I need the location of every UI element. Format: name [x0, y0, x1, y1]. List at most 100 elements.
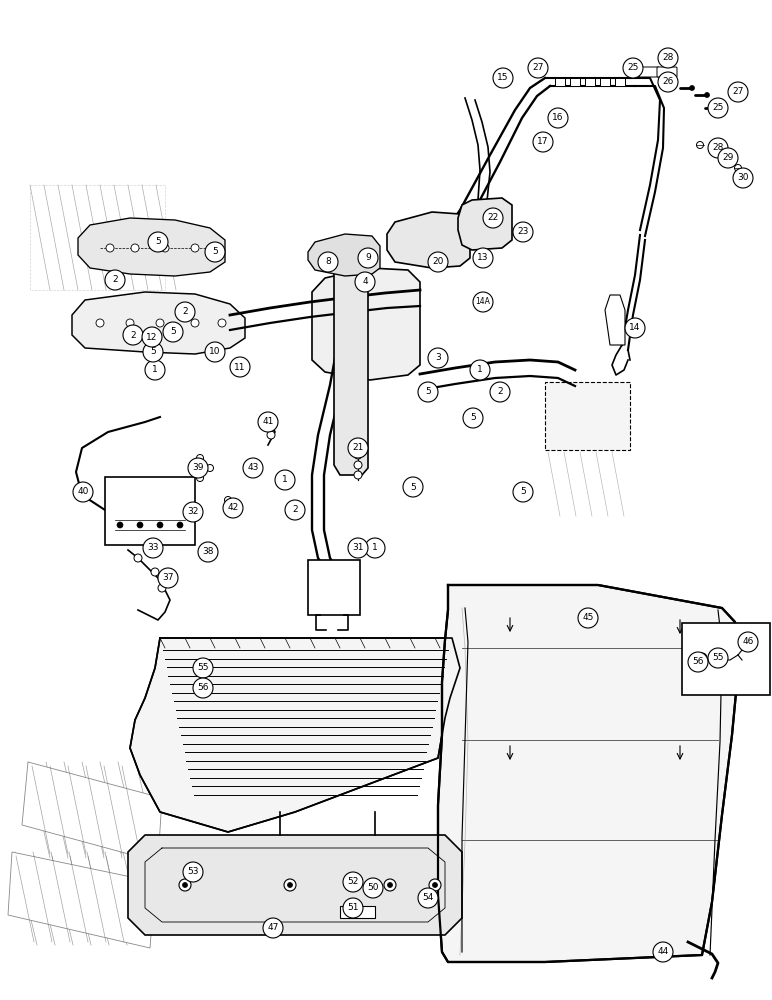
Circle shape	[428, 252, 448, 272]
Circle shape	[287, 882, 293, 888]
Text: 44: 44	[658, 948, 669, 956]
Text: 5: 5	[212, 247, 218, 256]
Circle shape	[198, 542, 218, 562]
FancyBboxPatch shape	[615, 78, 625, 86]
Text: 5: 5	[470, 414, 476, 422]
Text: 2: 2	[182, 308, 188, 316]
Circle shape	[191, 244, 199, 252]
Circle shape	[712, 148, 719, 155]
FancyBboxPatch shape	[639, 67, 659, 77]
Circle shape	[715, 105, 720, 110]
Text: 4: 4	[362, 277, 367, 286]
Text: 23: 23	[517, 228, 529, 236]
Text: 16: 16	[552, 113, 564, 122]
Circle shape	[483, 208, 503, 228]
Text: 38: 38	[202, 548, 214, 556]
Circle shape	[117, 522, 123, 528]
FancyBboxPatch shape	[545, 382, 630, 450]
Circle shape	[188, 458, 208, 478]
Text: 5: 5	[170, 328, 176, 336]
Text: 30: 30	[737, 174, 749, 182]
Circle shape	[148, 232, 168, 252]
Text: 52: 52	[347, 878, 359, 886]
Text: 55: 55	[713, 654, 724, 662]
Polygon shape	[334, 238, 368, 475]
Text: 41: 41	[262, 418, 274, 426]
Circle shape	[533, 132, 553, 152]
Circle shape	[197, 475, 204, 482]
Circle shape	[728, 82, 748, 102]
Text: 2: 2	[112, 275, 118, 284]
Text: 20: 20	[432, 257, 444, 266]
Circle shape	[205, 242, 225, 262]
Circle shape	[123, 325, 143, 345]
Text: 25: 25	[628, 64, 638, 73]
Circle shape	[463, 408, 483, 428]
Circle shape	[163, 322, 183, 342]
Text: 22: 22	[487, 214, 499, 223]
Circle shape	[191, 319, 199, 327]
Text: 28: 28	[662, 53, 674, 62]
Polygon shape	[22, 762, 162, 862]
Circle shape	[354, 471, 362, 479]
Circle shape	[158, 584, 166, 592]
Circle shape	[258, 412, 278, 432]
Circle shape	[183, 862, 203, 882]
Circle shape	[470, 360, 490, 380]
Circle shape	[623, 58, 643, 78]
Circle shape	[73, 482, 93, 502]
Circle shape	[143, 538, 163, 558]
Text: 45: 45	[582, 613, 594, 622]
Circle shape	[263, 918, 283, 938]
Text: 53: 53	[188, 867, 198, 876]
Circle shape	[700, 656, 704, 660]
Text: 55: 55	[198, 664, 208, 672]
Polygon shape	[458, 198, 512, 250]
Circle shape	[348, 538, 368, 558]
Circle shape	[358, 248, 378, 268]
Circle shape	[193, 658, 213, 678]
Text: 37: 37	[162, 574, 174, 582]
FancyBboxPatch shape	[600, 78, 610, 86]
Polygon shape	[78, 218, 225, 276]
Text: 32: 32	[188, 508, 198, 516]
Polygon shape	[308, 234, 380, 276]
Text: 5: 5	[155, 237, 161, 246]
Circle shape	[432, 882, 438, 888]
Circle shape	[403, 477, 423, 497]
Circle shape	[285, 500, 305, 520]
Circle shape	[473, 292, 493, 312]
Circle shape	[177, 522, 183, 528]
Circle shape	[96, 319, 104, 327]
FancyBboxPatch shape	[340, 906, 375, 918]
Text: 13: 13	[477, 253, 489, 262]
Circle shape	[625, 318, 645, 338]
Text: 2: 2	[292, 506, 298, 514]
Circle shape	[182, 882, 188, 888]
Text: 27: 27	[733, 88, 743, 97]
Circle shape	[106, 244, 114, 252]
Text: 26: 26	[662, 78, 674, 87]
Circle shape	[513, 482, 533, 502]
Circle shape	[428, 348, 448, 368]
Circle shape	[384, 879, 396, 891]
Text: 56: 56	[198, 684, 208, 692]
Polygon shape	[72, 292, 245, 354]
Circle shape	[158, 568, 178, 588]
Circle shape	[355, 272, 375, 292]
Text: 12: 12	[147, 332, 157, 342]
Circle shape	[218, 319, 226, 327]
Circle shape	[733, 168, 753, 188]
Circle shape	[137, 522, 143, 528]
Circle shape	[235, 506, 242, 514]
Text: 3: 3	[435, 354, 441, 362]
Text: 51: 51	[347, 904, 359, 912]
Circle shape	[578, 608, 598, 628]
Text: 1: 1	[372, 544, 378, 552]
Text: 17: 17	[537, 137, 549, 146]
Text: 2: 2	[130, 330, 136, 340]
Circle shape	[318, 252, 338, 272]
Circle shape	[473, 248, 493, 268]
Circle shape	[696, 141, 703, 148]
Circle shape	[708, 98, 728, 118]
